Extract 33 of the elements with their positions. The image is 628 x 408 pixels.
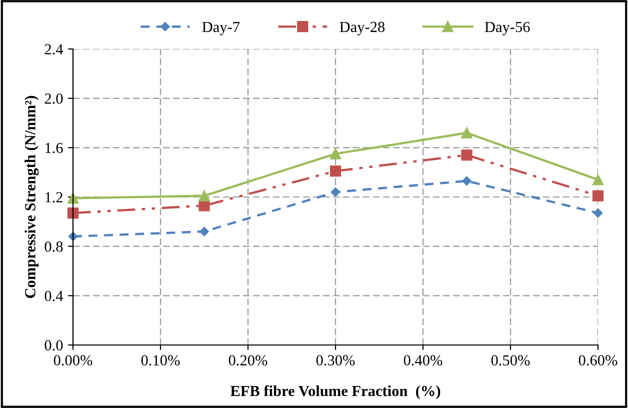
point [330, 187, 340, 197]
y-tick-label: 0.0 [44, 340, 63, 351]
x-tick-label: 0.50% [491, 355, 530, 366]
point [330, 148, 342, 160]
y-tick-label: 2.4 [44, 44, 64, 55]
x-tick-label: 0.40% [404, 355, 442, 366]
point [67, 207, 79, 219]
point [198, 190, 210, 202]
point [198, 200, 210, 212]
point [461, 150, 472, 161]
point [330, 166, 342, 177]
x-axis-title: EFB fibre Volume Fraction (%) [230, 385, 440, 400]
x-tick-label: 0.20% [228, 355, 268, 366]
x-tick-label: 0.00% [54, 355, 92, 366]
point [67, 192, 79, 204]
x-tick-label: 0.60% [578, 355, 618, 366]
x-tick-label: 0.10% [141, 355, 180, 366]
y-tick-label: 1.6 [46, 142, 63, 154]
y-axis-title: Compressive Strength (N/mm²) [24, 96, 39, 298]
legend-label: Day-28 [340, 22, 385, 36]
y-tick-label: 0.8 [44, 241, 63, 252]
legend-label: Day-56 [484, 22, 530, 36]
point [592, 190, 604, 202]
y-tick-label: 0.4 [44, 290, 64, 302]
y-tick-label: 1.2 [46, 192, 62, 203]
point [592, 174, 604, 186]
point [200, 226, 209, 236]
point [461, 127, 472, 138]
y-tick-label: 2.0 [44, 93, 63, 104]
legend-label: Day-7 [202, 22, 240, 36]
point [462, 176, 472, 186]
x-tick-label: 0.30% [316, 355, 355, 366]
point [593, 208, 603, 218]
